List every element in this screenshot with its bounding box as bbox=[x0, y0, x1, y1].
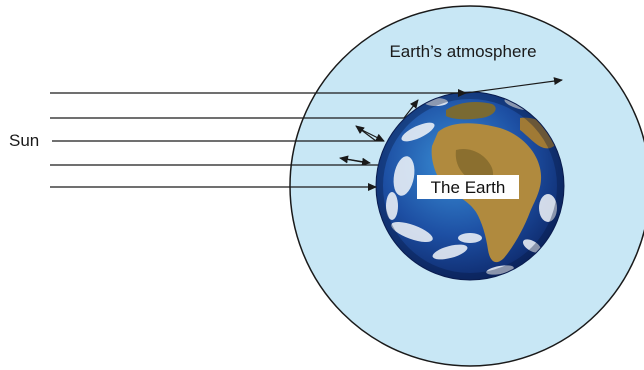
ray-4-scatter-arrow-back bbox=[345, 157, 371, 166]
land-shadow bbox=[455, 148, 494, 184]
earth-label-group: The Earth bbox=[417, 175, 519, 199]
ray-2-reflected-arrow bbox=[403, 99, 419, 119]
sun-label: Sun bbox=[9, 131, 39, 150]
atmosphere-label: Earth’s atmosphere bbox=[389, 42, 536, 61]
land-arabia bbox=[520, 117, 558, 149]
earth-label: The Earth bbox=[431, 178, 506, 197]
ray-3-scatter-arrow bbox=[355, 125, 377, 142]
land-europe bbox=[446, 102, 496, 120]
cloud-swirls bbox=[386, 97, 557, 275]
ray-3-scatter-arrow-back bbox=[359, 128, 385, 142]
earth-label-box bbox=[417, 175, 519, 199]
